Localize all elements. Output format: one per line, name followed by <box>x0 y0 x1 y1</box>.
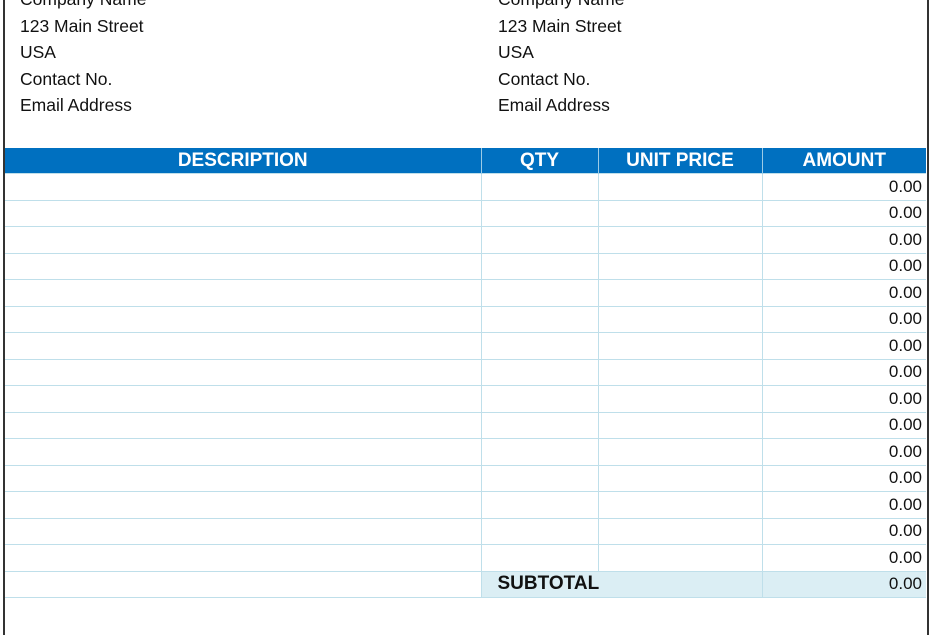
qty-cell[interactable] <box>480 385 599 413</box>
amount-cell[interactable]: 0.00 <box>761 544 926 572</box>
qty-cell[interactable] <box>480 544 599 572</box>
sender-street[interactable]: 123 Main Street <box>20 15 144 36</box>
header-unit-price: UNIT PRICE <box>597 148 762 174</box>
unit-price-cell[interactable] <box>597 173 763 201</box>
qty-cell[interactable] <box>480 464 599 492</box>
recipient-street[interactable]: 123 Main Street <box>498 15 622 36</box>
amount-cell[interactable]: 0.00 <box>761 252 926 280</box>
sender-email[interactable]: Email Address <box>20 95 132 115</box>
qty-cell[interactable] <box>480 173 599 201</box>
amount-cell[interactable]: 0.00 <box>761 438 926 466</box>
amount-cell[interactable]: 0.00 <box>761 411 926 439</box>
header-qty: QTY <box>480 148 598 174</box>
unit-price-cell[interactable] <box>597 252 763 280</box>
subtotal-label: SUBTOTAL <box>480 570 762 598</box>
page-border <box>3 0 929 635</box>
qty-cell[interactable] <box>480 491 599 519</box>
description-cell[interactable] <box>5 332 482 360</box>
unit-price-cell[interactable] <box>597 358 763 386</box>
table-row: 0.00 <box>5 252 926 280</box>
sender-company[interactable]: Company Name <box>20 0 146 13</box>
qty-cell[interactable] <box>480 199 599 227</box>
unit-price-cell[interactable] <box>597 279 763 307</box>
unit-price-cell[interactable] <box>597 226 763 254</box>
recipient-company[interactable]: Company Name <box>498 0 624 13</box>
description-cell[interactable] <box>5 226 482 254</box>
unit-price-cell[interactable] <box>597 491 763 519</box>
table-row: 0.00 <box>5 173 926 201</box>
recipient-country[interactable]: USA <box>498 42 534 62</box>
recipient-address: Company Name 123 Main Street USA Contact… <box>498 0 624 119</box>
unit-price-cell[interactable] <box>597 517 763 545</box>
amount-cell[interactable]: 0.00 <box>761 173 926 201</box>
amount-cell[interactable]: 0.00 <box>761 491 926 519</box>
description-cell[interactable] <box>5 305 482 333</box>
table-row: 0.00 <box>5 332 926 360</box>
table-row: 0.00 <box>5 517 926 545</box>
qty-cell[interactable] <box>480 279 599 307</box>
amount-cell[interactable]: 0.00 <box>761 358 926 386</box>
unit-price-cell[interactable] <box>597 411 763 439</box>
subtotal-spacer <box>5 570 482 598</box>
qty-cell[interactable] <box>480 332 599 360</box>
header-amount: AMOUNT <box>761 148 926 174</box>
unit-price-cell[interactable] <box>597 385 763 413</box>
table-row: 0.00 <box>5 464 926 492</box>
amount-cell[interactable]: 0.00 <box>761 332 926 360</box>
unit-price-cell[interactable] <box>597 438 763 466</box>
amount-cell[interactable]: 0.00 <box>761 199 926 227</box>
amount-cell[interactable]: 0.00 <box>761 464 926 492</box>
sender-address: Company Name 123 Main Street USA Contact… <box>20 0 146 119</box>
table-header-row: DESCRIPTION QTY UNIT PRICE AMOUNT <box>5 148 926 174</box>
description-cell[interactable] <box>5 385 482 413</box>
description-cell[interactable] <box>5 252 482 280</box>
unit-price-cell[interactable] <box>597 544 763 572</box>
table-row: 0.00 <box>5 411 926 439</box>
unit-price-cell[interactable] <box>597 332 763 360</box>
description-cell[interactable] <box>5 199 482 227</box>
subtotal-value: 0.00 <box>761 570 926 598</box>
table-row: 0.00 <box>5 226 926 254</box>
description-cell[interactable] <box>5 517 482 545</box>
qty-cell[interactable] <box>480 252 599 280</box>
table-row: 0.00 <box>5 544 926 572</box>
amount-cell[interactable]: 0.00 <box>761 279 926 307</box>
description-cell[interactable] <box>5 464 482 492</box>
description-cell[interactable] <box>5 544 482 572</box>
line-items-table: DESCRIPTION QTY UNIT PRICE AMOUNT 0.00 0.… <box>5 148 926 598</box>
description-cell[interactable] <box>5 411 482 439</box>
table-row: 0.00 <box>5 438 926 466</box>
amount-cell[interactable]: 0.00 <box>761 385 926 413</box>
table-row: 0.00 <box>5 358 926 386</box>
description-cell[interactable] <box>5 491 482 519</box>
header-description: DESCRIPTION <box>5 148 481 174</box>
qty-cell[interactable] <box>480 517 599 545</box>
recipient-email[interactable]: Email Address <box>498 95 610 115</box>
qty-cell[interactable] <box>480 226 599 254</box>
table-row: 0.00 <box>5 279 926 307</box>
amount-cell[interactable]: 0.00 <box>761 305 926 333</box>
subtotal-row: SUBTOTAL 0.00 <box>5 570 926 598</box>
description-cell[interactable] <box>5 173 482 201</box>
unit-price-cell[interactable] <box>597 305 763 333</box>
amount-cell[interactable]: 0.00 <box>761 226 926 254</box>
amount-cell[interactable]: 0.00 <box>761 517 926 545</box>
description-cell[interactable] <box>5 358 482 386</box>
sender-country[interactable]: USA <box>20 42 56 62</box>
table-row: 0.00 <box>5 305 926 333</box>
qty-cell[interactable] <box>480 358 599 386</box>
qty-cell[interactable] <box>480 438 599 466</box>
unit-price-cell[interactable] <box>597 464 763 492</box>
description-cell[interactable] <box>5 438 482 466</box>
qty-cell[interactable] <box>480 305 599 333</box>
sender-contact[interactable]: Contact No. <box>20 68 113 89</box>
table-row: 0.00 <box>5 491 926 519</box>
qty-cell[interactable] <box>480 411 599 439</box>
table-row: 0.00 <box>5 199 926 227</box>
unit-price-cell[interactable] <box>597 199 763 227</box>
description-cell[interactable] <box>5 279 482 307</box>
table-row: 0.00 <box>5 385 926 413</box>
recipient-contact[interactable]: Contact No. <box>498 68 591 89</box>
